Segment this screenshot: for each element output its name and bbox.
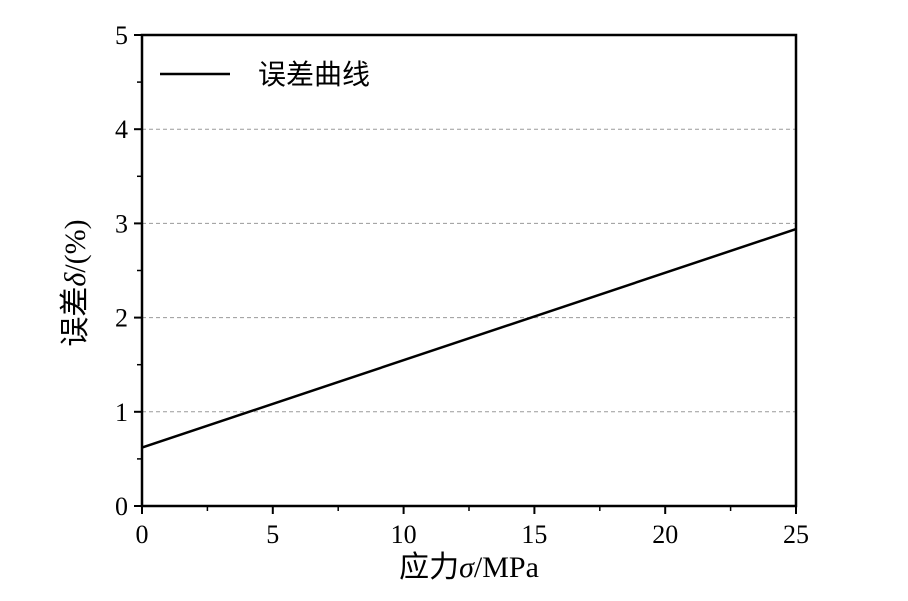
x-axis-title-prefix: 应力 xyxy=(399,550,459,585)
legend-label: 误差曲线 xyxy=(258,58,370,91)
x-axis-title: 应力σ/MPa xyxy=(399,550,539,585)
x-tick-label: 0 xyxy=(136,520,149,549)
grid-lines xyxy=(142,128,796,413)
x-axis-title-symbol: σ xyxy=(459,551,475,584)
x-tick-label: 10 xyxy=(391,520,417,549)
series-layer xyxy=(141,227,797,449)
x-tick-label: 5 xyxy=(266,520,279,549)
y-tick-label: 0 xyxy=(115,492,128,521)
tick-labels: 0 1 2 3 4 5 0 5 10 15 20 25 xyxy=(115,21,809,549)
series-line xyxy=(141,227,797,449)
y-tick-label: 3 xyxy=(115,209,128,238)
y-tick-label: 1 xyxy=(115,398,128,427)
y-axis-title-prefix: 误差 xyxy=(58,287,93,347)
axis-ticks xyxy=(134,34,797,514)
x-axis-title-unit: /MPa xyxy=(474,551,539,584)
y-axis-title-unit: /(%) xyxy=(59,219,92,272)
y-tick-label: 4 xyxy=(115,115,128,144)
y-axis-title: 误差δ/(%) xyxy=(58,219,93,346)
y-axis-title-symbol: δ xyxy=(59,272,92,287)
x-tick-label: 20 xyxy=(652,520,678,549)
y-tick-label: 2 xyxy=(115,304,128,333)
plot-frame xyxy=(140,33,798,508)
x-tick-label: 25 xyxy=(783,520,809,549)
y-tick-label: 5 xyxy=(115,21,128,50)
legend: 误差曲线 xyxy=(160,58,370,91)
x-tick-label: 15 xyxy=(521,520,547,549)
